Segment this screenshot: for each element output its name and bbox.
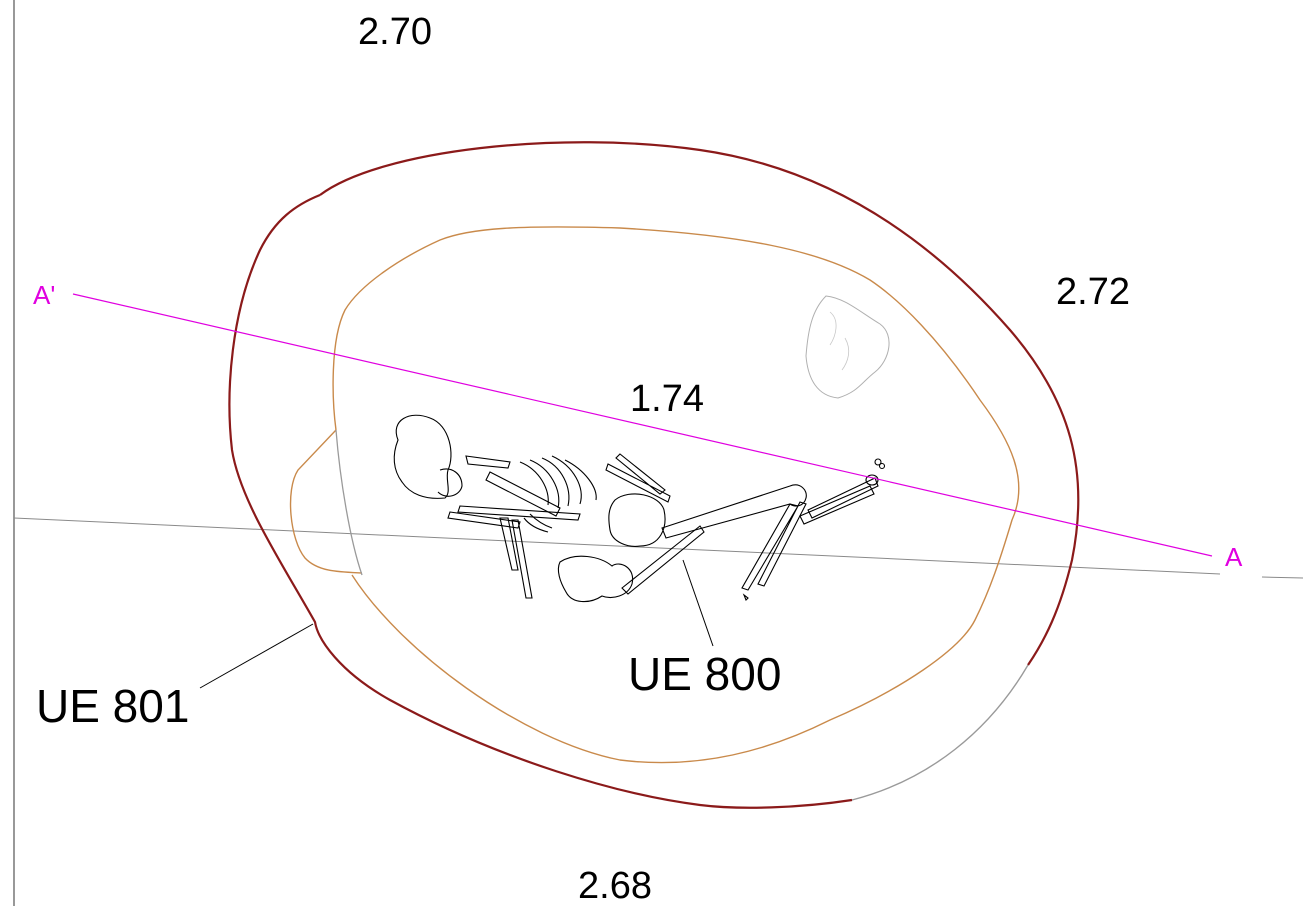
- reference-line-continuation: [1261, 576, 1303, 579]
- cut-outline-ue801-lower: [228, 193, 853, 809]
- humerus-left: [485, 471, 561, 517]
- small-bone-3: [742, 593, 749, 601]
- small-bone-1: [874, 458, 882, 466]
- patella: [865, 474, 879, 486]
- tibia-upper: [741, 501, 807, 591]
- elevation-right: 2.72: [1056, 271, 1130, 313]
- femur-lower-foot: [799, 477, 879, 525]
- skull: [393, 414, 452, 499]
- femur-upper: [661, 484, 807, 539]
- section-line: [72, 293, 1213, 557]
- fill-outline-step: [289, 429, 363, 574]
- leader-ue800: [682, 559, 714, 647]
- mandible: [437, 468, 463, 497]
- fill-outline-grey-edge: [335, 429, 363, 576]
- elevation-center: 1.74: [630, 378, 704, 420]
- elevation-top: 2.70: [358, 11, 432, 53]
- label-ue800: UE 800: [628, 648, 781, 700]
- fill-outline: [332, 226, 1020, 764]
- clavicle: [465, 455, 511, 469]
- stone-outline: [805, 295, 890, 399]
- reference-line: [13, 517, 1221, 575]
- cut-outline-ue801: [319, 141, 1080, 666]
- forearm-bones: [499, 517, 533, 599]
- scapula: [605, 453, 671, 503]
- ribs: [519, 455, 597, 509]
- radius-ulna: [447, 505, 581, 529]
- small-bone-2: [878, 462, 886, 470]
- cut-outline-ue801-grey-section: [851, 664, 1029, 801]
- section-label-end: A: [1225, 542, 1243, 572]
- femur-lower: [557, 555, 634, 603]
- section-label-start: A': [33, 280, 55, 310]
- stone-detail: [829, 311, 850, 371]
- tibia-lower: [621, 525, 705, 595]
- hand-bones: [523, 513, 553, 533]
- elevation-bottom: 2.68: [578, 865, 652, 906]
- leader-ue801: [199, 623, 314, 689]
- pelvis: [608, 493, 666, 547]
- label-ue801: UE 801: [36, 680, 189, 732]
- skeleton-ue800: [393, 414, 886, 603]
